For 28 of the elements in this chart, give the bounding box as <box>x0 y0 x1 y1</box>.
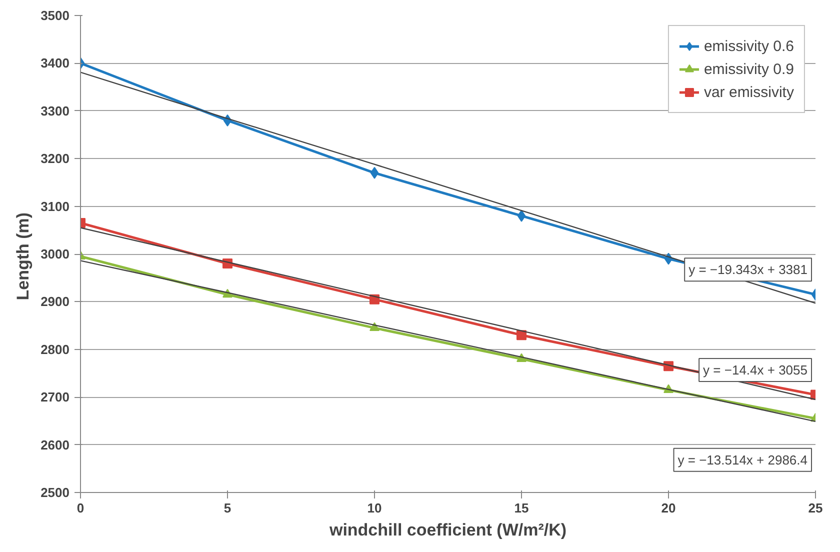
point <box>516 330 526 340</box>
legend-label: emissivity 0.6 <box>704 38 794 54</box>
x-tick-label: 0 <box>76 500 84 516</box>
x-tick-label: 20 <box>661 500 676 516</box>
legend-label: var emissivity <box>704 84 794 100</box>
y-axis-title: Length (m) <box>14 212 33 300</box>
y-tick-label: 2900 <box>40 294 70 310</box>
x-tick-label: 25 <box>808 500 823 516</box>
y-tick-label: 3200 <box>40 151 70 166</box>
y-tick-label: 3100 <box>40 198 70 214</box>
y-tick-label: 2700 <box>40 390 70 405</box>
x-axis-title: windchill coefficient (W/m²/K) <box>328 520 567 540</box>
x-tick-label: 10 <box>367 500 382 516</box>
annotation: y = −14.4x + 3055 <box>703 362 808 378</box>
y-tick-label: 3000 <box>40 246 70 262</box>
y-tick-label: 2600 <box>40 437 70 452</box>
point <box>370 166 379 179</box>
y-tick-label: 2500 <box>40 485 70 500</box>
x-tick-label: 5 <box>224 500 232 516</box>
point <box>517 210 526 222</box>
x-tick-label: 15 <box>514 500 529 516</box>
annotation: y = −19.343x + 3381 <box>688 262 808 278</box>
legend-label: emissivity 0.9 <box>704 60 794 78</box>
y-tick-label: 3300 <box>40 103 70 118</box>
y-tick-label: 3400 <box>40 56 70 71</box>
y-tick-label: 3500 <box>40 8 70 23</box>
annotation: y = −13.514x + 2986.4 <box>678 452 808 468</box>
y-tick-label: 2800 <box>40 342 70 357</box>
